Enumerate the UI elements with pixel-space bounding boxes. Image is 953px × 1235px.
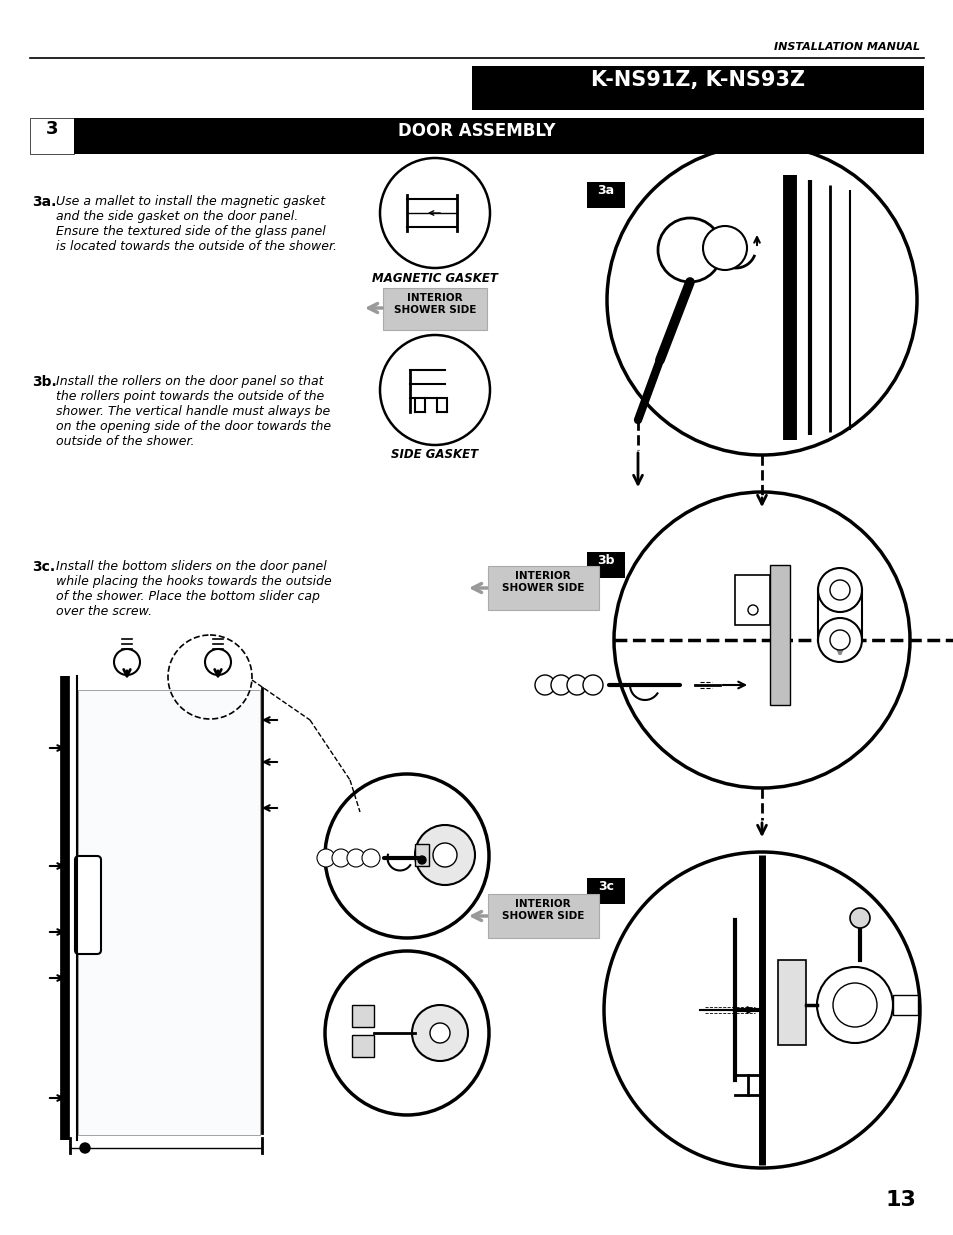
Text: K-NS91Z, K-NS93Z: K-NS91Z, K-NS93Z [590,70,804,90]
FancyBboxPatch shape [769,564,789,705]
Text: 3b: 3b [597,555,614,567]
Text: 3: 3 [46,120,58,138]
Text: INTERIOR
SHOWER SIDE: INTERIOR SHOWER SIDE [501,899,583,920]
Circle shape [817,618,862,662]
Circle shape [205,650,231,676]
Text: Install the rollers on the door panel so that
the rollers point towards the outs: Install the rollers on the door panel so… [56,375,331,448]
FancyBboxPatch shape [734,576,769,625]
FancyBboxPatch shape [892,995,917,1015]
Circle shape [535,676,555,695]
Circle shape [849,908,869,927]
FancyBboxPatch shape [382,288,486,330]
FancyBboxPatch shape [352,1035,374,1057]
Circle shape [347,848,365,867]
Circle shape [566,676,586,695]
FancyBboxPatch shape [472,65,923,110]
FancyBboxPatch shape [586,552,624,578]
Text: 3c: 3c [598,881,614,893]
Circle shape [817,568,862,613]
Text: MAGNETIC GASKET: MAGNETIC GASKET [372,272,497,285]
FancyBboxPatch shape [586,878,624,904]
FancyBboxPatch shape [488,894,598,939]
Circle shape [80,1144,90,1153]
Text: 3c.: 3c. [32,559,55,574]
Text: Install the bottom sliders on the door panel
while placing the hooks towards the: Install the bottom sliders on the door p… [56,559,332,618]
Circle shape [415,825,475,885]
FancyBboxPatch shape [586,182,624,207]
Circle shape [747,605,758,615]
Text: 13: 13 [884,1191,915,1210]
Circle shape [412,1005,468,1061]
Circle shape [582,676,602,695]
Text: 3a.: 3a. [32,195,56,209]
Text: INSTALLATION MANUAL: INSTALLATION MANUAL [773,42,919,52]
Circle shape [702,226,746,270]
FancyBboxPatch shape [30,119,74,154]
Text: 3a: 3a [597,184,614,198]
Circle shape [832,983,876,1028]
FancyBboxPatch shape [352,1005,374,1028]
Text: DOOR ASSEMBLY: DOOR ASSEMBLY [397,122,556,140]
Text: INTERIOR
SHOWER SIDE: INTERIOR SHOWER SIDE [501,571,583,593]
Circle shape [332,848,350,867]
Circle shape [417,856,426,864]
FancyBboxPatch shape [78,690,260,1135]
Circle shape [816,967,892,1044]
FancyBboxPatch shape [75,856,101,953]
Text: SIDE GASKET: SIDE GASKET [391,448,478,461]
Circle shape [551,676,571,695]
Circle shape [829,630,849,650]
FancyBboxPatch shape [778,960,805,1045]
Circle shape [433,844,456,867]
Text: Use a mallet to install the magnetic gasket
and the side gasket on the door pane: Use a mallet to install the magnetic gas… [56,195,336,253]
Circle shape [658,219,721,282]
Circle shape [316,848,335,867]
FancyBboxPatch shape [415,844,429,866]
FancyBboxPatch shape [488,566,598,610]
Text: 3b.: 3b. [32,375,56,389]
Circle shape [430,1023,450,1044]
Circle shape [829,580,849,600]
Circle shape [361,848,379,867]
Text: INTERIOR
SHOWER SIDE: INTERIOR SHOWER SIDE [394,293,476,315]
Circle shape [113,650,140,676]
FancyBboxPatch shape [74,119,923,154]
